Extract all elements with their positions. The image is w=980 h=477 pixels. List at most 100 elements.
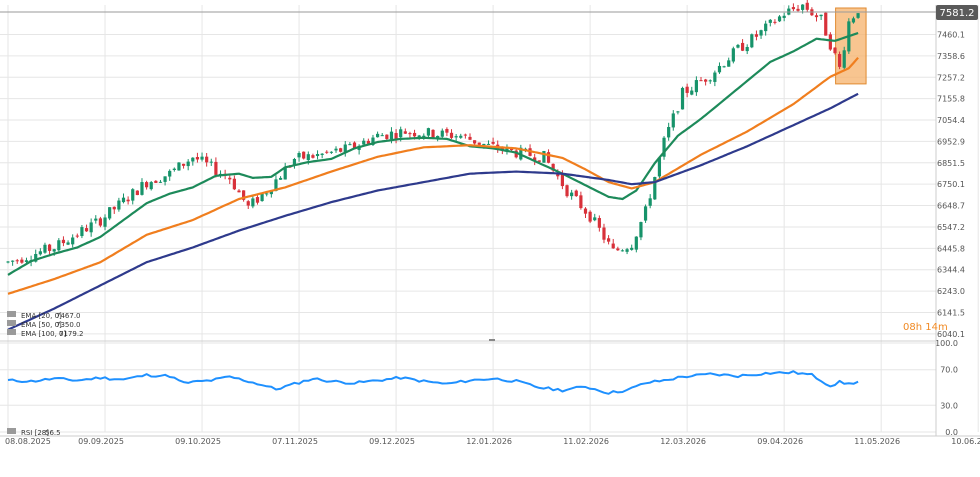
candle-body — [177, 162, 181, 171]
ema-line-100 — [7, 92, 859, 331]
candle-body — [602, 227, 606, 240]
candle-body — [191, 157, 195, 162]
candle-body — [759, 30, 763, 36]
candle-body — [838, 54, 842, 67]
ema-layer — [7, 31, 859, 331]
candle-body — [283, 166, 287, 180]
candle-body — [440, 130, 444, 137]
candle-body — [426, 128, 431, 136]
axes: 7460.1 7358.6 7257.2 7155.8 7054.4 6952.9 6851… — [0, 5, 980, 446]
candle-body — [473, 140, 477, 144]
candle-body — [311, 155, 315, 158]
candle-body — [131, 189, 135, 201]
rsi-legend: RSI [28] 56.5 — [7, 428, 61, 437]
candle-body — [565, 185, 569, 197]
candle-body — [228, 177, 232, 180]
legend-ema20-value: 7467.0 — [56, 312, 81, 320]
candle-body — [482, 143, 486, 146]
candle-body — [777, 16, 782, 22]
candle-body — [546, 152, 551, 163]
candle-body — [694, 80, 698, 93]
candle-body — [389, 131, 394, 140]
candle-body — [486, 143, 491, 145]
candles — [6, 0, 860, 267]
last-price-badge: 7581.2 — [0, 5, 978, 20]
legend-ema100-name: EMA [100, 0] — [21, 330, 66, 338]
candle-body — [186, 161, 190, 167]
price-tick-label: 7054.4 — [937, 116, 965, 125]
candle-body — [66, 242, 70, 245]
last-price-badge-bg — [936, 5, 978, 20]
candle-body — [449, 132, 454, 138]
candle-body — [662, 137, 666, 157]
legend-ema50-name: EMA [50, 0] — [21, 321, 62, 329]
rsi-line — [7, 370, 859, 395]
legend-handle-icon — [7, 311, 16, 317]
candle-body — [181, 163, 186, 166]
candle-body — [856, 13, 860, 18]
candle-body — [459, 135, 463, 138]
candle-body — [727, 60, 731, 67]
candle-body — [75, 235, 79, 237]
time-tick-label: 09.10.2025 — [175, 437, 221, 446]
pane-resize-handle[interactable] — [489, 339, 495, 341]
candle-body — [260, 193, 264, 202]
candle-body — [754, 34, 759, 37]
candle-body — [195, 157, 200, 160]
candle-body — [537, 160, 541, 162]
candle-body — [588, 211, 592, 222]
candle-body — [657, 157, 662, 177]
candle-body — [560, 174, 564, 187]
candle-body — [463, 134, 467, 136]
legend-item-ema50: EMA [50, 0] 7350.0 — [7, 320, 81, 329]
candle-body — [24, 260, 29, 262]
candle-body — [685, 86, 689, 93]
legend-ema50-value: 7350.0 — [56, 321, 81, 329]
candle-body — [38, 251, 42, 255]
candle-body — [108, 207, 112, 219]
candle-body — [403, 131, 407, 134]
price-tick-label: 7460.1 — [937, 30, 965, 39]
time-tick-label: 11.05.2026 — [854, 437, 900, 446]
candle-body — [61, 239, 66, 244]
candle-body — [639, 222, 643, 238]
legend-handle-icon — [7, 428, 16, 434]
candle-body — [11, 260, 15, 262]
candle-body — [542, 151, 546, 163]
candle-body — [796, 8, 800, 11]
time-tick-label: 12.01.2026 — [466, 437, 512, 446]
candle-body — [607, 238, 611, 242]
candle-body — [89, 222, 93, 233]
candle-body — [625, 249, 629, 252]
candle-body — [366, 140, 370, 144]
legend-ema20-name: EMA [20, 0] — [21, 312, 62, 320]
price-tick-label: 6851.5 — [937, 159, 965, 168]
candle-body — [158, 181, 163, 183]
candle-body — [505, 147, 509, 152]
rsi-tick-label: 0.0 — [945, 428, 958, 437]
candle-body — [819, 14, 823, 17]
candle-body — [704, 79, 708, 82]
rsi-tick-label: 100.0 — [935, 339, 958, 348]
candle-body — [454, 136, 458, 138]
candle-body — [334, 148, 338, 151]
time-tick-label: 10.06.2026 — [951, 437, 980, 446]
candle-body — [209, 161, 213, 163]
candle-body — [98, 218, 102, 226]
candle-body — [690, 90, 694, 95]
candle-body — [278, 177, 283, 180]
candle-body — [394, 133, 398, 139]
ema-line-50 — [7, 56, 859, 295]
candle-body — [708, 80, 712, 82]
price-tick-label: 6547.2 — [937, 223, 965, 232]
candle-body — [579, 195, 583, 209]
rsi-tick-label: 70.0 — [940, 366, 958, 375]
candle-body — [699, 80, 703, 82]
candle-body — [255, 197, 260, 203]
candle-body — [630, 247, 634, 250]
candle-body — [764, 23, 768, 32]
price-tick-label: 7257.2 — [937, 73, 965, 82]
candle-body — [246, 201, 250, 206]
candle-body — [773, 21, 777, 23]
